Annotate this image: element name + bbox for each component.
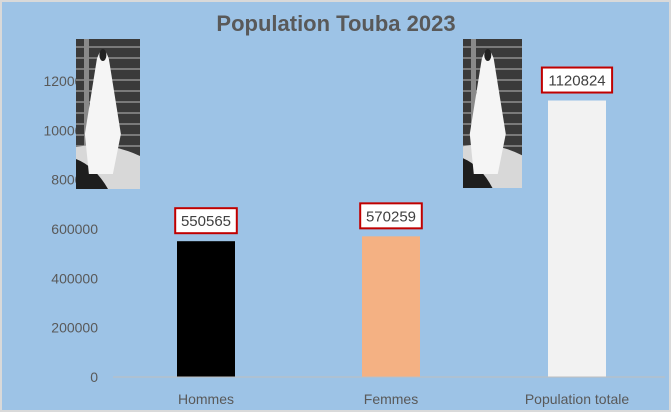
y-tick-label: 0 <box>90 369 98 385</box>
data-label-box <box>540 66 614 94</box>
data-label: 570259 <box>366 208 416 225</box>
data-label-box <box>174 207 238 235</box>
y-tick-label: 400000 <box>51 270 98 286</box>
data-label-box <box>359 202 423 230</box>
x-tick-label: Hommes <box>178 391 234 407</box>
portrait-photo <box>463 39 522 188</box>
data-label: 1120824 <box>548 73 605 90</box>
chart-title: Population Touba 2023 <box>216 11 455 36</box>
x-tick-label: Population totale <box>525 391 630 407</box>
bar-hommes <box>177 241 235 377</box>
bars: 550565 570259 1120824 <box>174 66 614 377</box>
bar-population-totale <box>548 100 606 377</box>
portrait-photo <box>76 39 140 189</box>
data-label: 550565 <box>181 213 231 230</box>
y-tick-label: 600000 <box>51 221 98 237</box>
x-tick-label: Femmes <box>364 391 418 407</box>
y-tick-label: 200000 <box>51 320 98 336</box>
x-axis: Hommes Femmes Population totale <box>178 391 629 407</box>
bar-femmes <box>362 236 420 377</box>
photos <box>76 39 522 189</box>
